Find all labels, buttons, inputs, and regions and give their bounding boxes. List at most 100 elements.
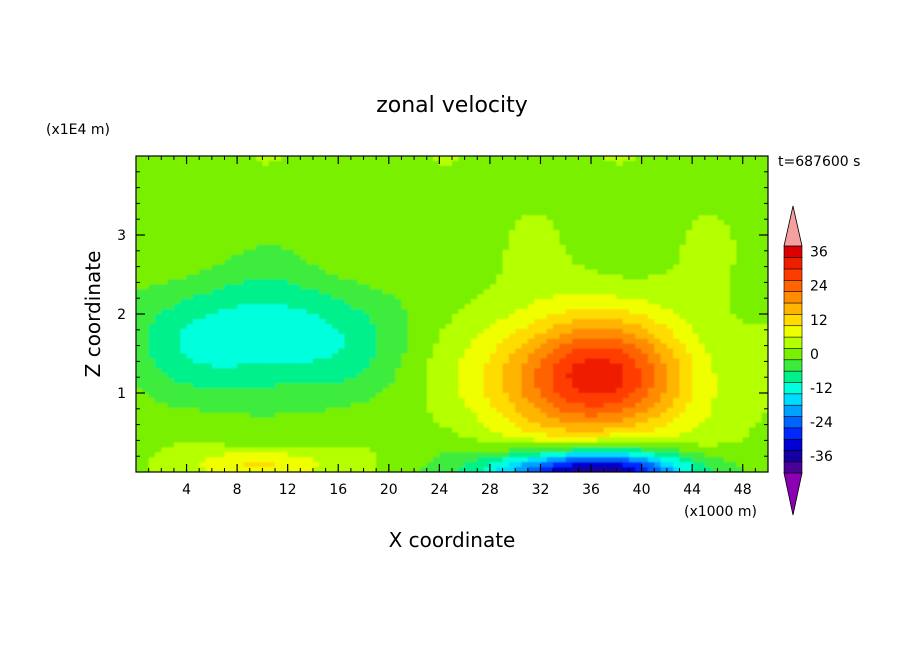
field-cell (698, 195, 706, 202)
field-cell (565, 264, 573, 271)
field-cell (622, 353, 630, 360)
field-cell (730, 299, 737, 305)
field-cell (660, 328, 668, 335)
field-cell (211, 190, 219, 197)
field-cell (173, 279, 181, 285)
field-cell (294, 190, 301, 197)
field-cell (268, 368, 276, 374)
field-cell (666, 284, 674, 290)
field-cell (698, 397, 706, 404)
field-cell (186, 328, 194, 335)
field-cell (477, 294, 485, 300)
field-cell (452, 358, 459, 364)
field-cell (154, 378, 162, 384)
field-cell (515, 294, 523, 300)
field-cell (742, 279, 750, 285)
field-cell (199, 393, 207, 399)
field-cell (666, 338, 674, 345)
field-cell (312, 225, 320, 231)
field-cell (161, 314, 169, 320)
field-cell (401, 343, 409, 350)
field-cell (521, 373, 529, 379)
field-cell (237, 294, 245, 300)
field-cell (395, 244, 403, 251)
field-cell (173, 156, 181, 162)
field-cell (578, 274, 586, 281)
field-cell (565, 259, 573, 266)
field-cell (363, 264, 371, 271)
field-cell (218, 373, 226, 379)
field-cell (136, 294, 143, 300)
field-cell (597, 254, 605, 261)
field-cell (679, 368, 687, 374)
field-cell (312, 235, 320, 241)
field-cell (717, 279, 725, 285)
field-cell (205, 383, 213, 389)
field-cell (325, 338, 333, 345)
field-cell (749, 323, 756, 330)
field-cell (439, 225, 447, 231)
field-cell (294, 378, 301, 384)
field-cell (508, 274, 516, 281)
field-cell (616, 180, 624, 187)
field-cell (572, 373, 579, 379)
field-cell (388, 358, 396, 364)
field-cell (199, 397, 207, 404)
field-cell (180, 309, 188, 315)
field-cell (407, 180, 415, 187)
field-cell (679, 210, 687, 216)
field-cell (338, 373, 346, 379)
field-cell (420, 215, 428, 221)
field-cell (249, 254, 257, 261)
field-cell (414, 338, 421, 345)
field-cell (591, 299, 598, 305)
field-cell (622, 269, 630, 276)
field-cell (237, 239, 245, 246)
field-cell (237, 230, 245, 236)
field-cell (325, 165, 333, 172)
field-cell (237, 180, 245, 187)
field-cell (268, 156, 276, 162)
field-cell (281, 165, 289, 172)
field-cell (382, 388, 390, 394)
field-cell (521, 249, 529, 256)
field-cell (224, 235, 232, 241)
field-cell (572, 195, 579, 202)
field-cell (439, 343, 447, 350)
field-cell (300, 195, 308, 202)
field-cell (312, 175, 320, 182)
field-cell (161, 195, 169, 202)
field-cell (363, 210, 371, 216)
field-cell (350, 274, 358, 281)
field-cell (527, 269, 535, 276)
field-cell (540, 165, 548, 172)
field-cell (262, 185, 270, 192)
field-cell (711, 235, 719, 241)
field-cell (635, 264, 643, 271)
field-cell (534, 343, 542, 350)
field-cell (736, 225, 744, 231)
field-cell (559, 393, 567, 399)
field-cell (515, 190, 523, 197)
field-cell (243, 318, 251, 325)
field-cell (723, 333, 731, 340)
field-cell (319, 220, 327, 226)
field-cell (540, 343, 548, 350)
field-cell (496, 254, 504, 261)
field-cell (268, 328, 276, 335)
field-cell (603, 348, 611, 355)
field-cell (300, 170, 308, 177)
field-cell (420, 269, 428, 276)
field-cell (395, 304, 403, 310)
field-cell (755, 393, 763, 399)
field-cell (685, 225, 693, 231)
field-cell (192, 180, 200, 187)
field-cell (635, 165, 643, 172)
field-cell (445, 274, 453, 281)
field-cell (464, 363, 472, 369)
field-cell (458, 195, 466, 202)
field-cell (167, 220, 175, 226)
field-cell (414, 195, 421, 202)
field-cell (736, 254, 744, 261)
field-cell (660, 358, 668, 364)
